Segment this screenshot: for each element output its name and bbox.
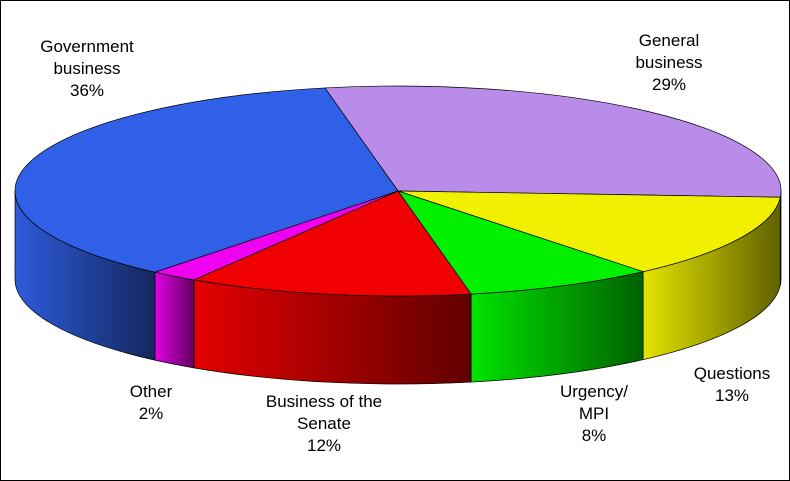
slice-side-shade [193,279,472,384]
slice [324,85,782,198]
category-name: Urgency/ MPI [559,382,629,423]
category-name: Other [129,382,173,401]
slice-label: Business of the Senate 12% [254,391,394,457]
value-label: 2% [138,404,164,423]
slice-label: General business 29% [614,30,724,96]
category-name: Business of the Senate [265,392,383,433]
slice-side-shade [15,191,155,361]
slice-side-shade [643,197,781,360]
slice-label: Other 2% [111,381,191,425]
slice-label: Urgency/ MPI 8% [554,381,634,447]
slice [397,190,781,273]
slice-side-shade [471,271,644,383]
value-label: 29% [651,75,687,94]
slice [14,87,399,273]
value-label: 8% [581,426,607,445]
value-label: 13% [714,386,750,405]
category-name: General business [635,31,703,72]
category-name: Government business [40,37,134,78]
slice-side-shade [154,272,194,368]
value-label: 12% [306,436,342,455]
value-label: 36% [69,81,105,100]
slice [192,190,472,297]
slice-label: Questions 13% [677,363,787,407]
slice [397,190,645,295]
slice-label: Government business 36% [17,36,157,102]
category-name: Questions [693,364,771,383]
